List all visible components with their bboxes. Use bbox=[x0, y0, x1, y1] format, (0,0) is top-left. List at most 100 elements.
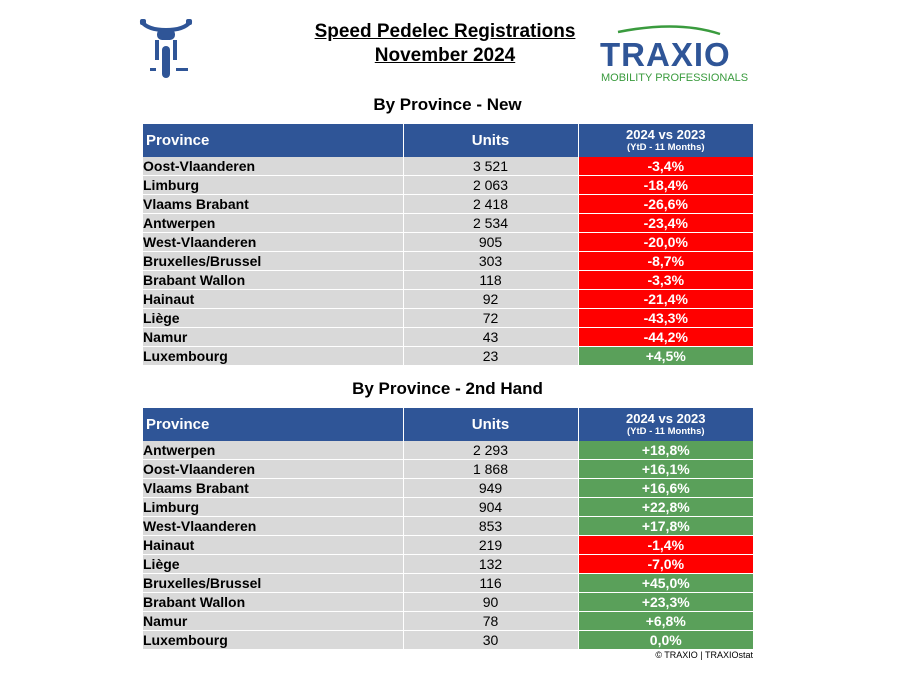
change-cell: -7,0% bbox=[578, 554, 753, 574]
table-row: Oost-Vlaanderen 3 521 -3,4% bbox=[143, 157, 753, 176]
table-row: Namur 43 -44,2% bbox=[143, 327, 753, 347]
units-cell: 132 bbox=[403, 554, 579, 574]
province-cell: Liège bbox=[143, 308, 404, 328]
units-cell: 2 418 bbox=[403, 194, 579, 214]
units-cell: 949 bbox=[403, 478, 579, 498]
change-cell: -43,3% bbox=[578, 308, 753, 328]
change-cell: 0,0% bbox=[578, 630, 753, 650]
table-row: Luxembourg 30 0,0% bbox=[143, 630, 753, 650]
col-header-change-sub: (YtD - 11 Months) bbox=[626, 141, 705, 153]
col-header-province: Province bbox=[143, 124, 404, 157]
province-cell: Oost-Vlaanderen bbox=[143, 459, 404, 479]
change-cell: -18,4% bbox=[578, 175, 753, 195]
change-cell: -8,7% bbox=[578, 251, 753, 271]
units-cell: 905 bbox=[403, 232, 579, 252]
table-row: Luxembourg 23 +4,5% bbox=[143, 346, 753, 366]
copyright-note: © TRAXIO | TRAXIOstat bbox=[655, 650, 753, 660]
units-cell: 90 bbox=[403, 592, 579, 612]
col-header-units: Units bbox=[403, 408, 579, 441]
table-row: Limburg 2 063 -18,4% bbox=[143, 175, 753, 195]
section-title-used: By Province - 2nd Hand bbox=[352, 379, 543, 398]
units-cell: 72 bbox=[403, 308, 579, 328]
table-row: Antwerpen 2 534 -23,4% bbox=[143, 213, 753, 233]
speed-pedelec-icon bbox=[138, 16, 194, 82]
col-header-province: Province bbox=[143, 408, 404, 441]
province-cell: Bruxelles/Brussel bbox=[143, 573, 404, 593]
change-cell: +4,5% bbox=[578, 346, 753, 366]
table-row: Brabant Wallon 90 +23,3% bbox=[143, 592, 753, 612]
change-cell: +18,8% bbox=[578, 441, 753, 460]
province-cell: Namur bbox=[143, 327, 404, 347]
units-cell: 3 521 bbox=[403, 157, 579, 176]
province-cell: Antwerpen bbox=[143, 441, 404, 460]
province-cell: Bruxelles/Brussel bbox=[143, 251, 404, 271]
province-cell: Vlaams Brabant bbox=[143, 478, 404, 498]
units-cell: 92 bbox=[403, 289, 579, 309]
col-header-units: Units bbox=[403, 124, 579, 157]
table-row: Oost-Vlaanderen 1 868 +16,1% bbox=[143, 459, 753, 479]
units-cell: 30 bbox=[403, 630, 579, 650]
table-row: Hainaut 219 -1,4% bbox=[143, 535, 753, 555]
col-header-change: 2024 vs 2023 (YtD - 11 Months) bbox=[578, 408, 753, 441]
units-cell: 2 063 bbox=[403, 175, 579, 195]
page-title: Speed Pedelec Registrations November 202… bbox=[285, 20, 605, 68]
change-cell: -20,0% bbox=[578, 232, 753, 252]
change-cell: +16,1% bbox=[578, 459, 753, 479]
col-header-change: 2024 vs 2023 (YtD - 11 Months) bbox=[578, 124, 753, 157]
change-cell: -21,4% bbox=[578, 289, 753, 309]
units-cell: 853 bbox=[403, 516, 579, 536]
table-row: Namur 78 +6,8% bbox=[143, 611, 753, 631]
table-row: West-Vlaanderen 905 -20,0% bbox=[143, 232, 753, 252]
units-cell: 118 bbox=[403, 270, 579, 290]
table-row: Antwerpen 2 293 +18,8% bbox=[143, 441, 753, 460]
change-cell: -44,2% bbox=[578, 327, 753, 347]
change-cell: -23,4% bbox=[578, 213, 753, 233]
table-row: Bruxelles/Brussel 303 -8,7% bbox=[143, 251, 753, 271]
province-cell: Limburg bbox=[143, 497, 404, 517]
units-cell: 116 bbox=[403, 573, 579, 593]
province-cell: West-Vlaanderen bbox=[143, 232, 404, 252]
province-cell: Antwerpen bbox=[143, 213, 404, 233]
col-header-change-label: 2024 vs 2023 bbox=[625, 126, 706, 142]
units-cell: 2 534 bbox=[403, 213, 579, 233]
units-cell: 904 bbox=[403, 497, 579, 517]
change-cell: -26,6% bbox=[578, 194, 753, 214]
change-cell: -1,4% bbox=[578, 535, 753, 555]
logo-tagline: MOBILITY PROFESSIONALS bbox=[601, 72, 748, 84]
change-cell: -3,3% bbox=[578, 270, 753, 290]
table-row: West-Vlaanderen 853 +17,8% bbox=[143, 516, 753, 536]
province-cell: West-Vlaanderen bbox=[143, 516, 404, 536]
units-cell: 2 293 bbox=[403, 441, 579, 460]
title-line-2: November 2024 bbox=[374, 45, 516, 66]
province-cell: Hainaut bbox=[143, 535, 404, 555]
traxio-logo: TRAXIO MOBILITY PROFESSIONALS bbox=[598, 24, 758, 86]
province-cell: Oost-Vlaanderen bbox=[143, 157, 404, 176]
table-row: Liège 72 -43,3% bbox=[143, 308, 753, 328]
province-cell: Brabant Wallon bbox=[143, 270, 404, 290]
table-row: Vlaams Brabant 949 +16,6% bbox=[143, 478, 753, 498]
units-cell: 219 bbox=[403, 535, 579, 555]
title-line-1: Speed Pedelec Registrations bbox=[314, 21, 576, 42]
change-cell: +16,6% bbox=[578, 478, 753, 498]
change-cell: -3,4% bbox=[578, 157, 753, 176]
province-cell: Luxembourg bbox=[143, 630, 404, 650]
units-cell: 23 bbox=[403, 346, 579, 366]
province-cell: Hainaut bbox=[143, 289, 404, 309]
table-row: Hainaut 92 -21,4% bbox=[143, 289, 753, 309]
used-registrations-table: Province Units 2024 vs 2023 (YtD - 11 Mo… bbox=[143, 408, 753, 650]
change-cell: +23,3% bbox=[578, 592, 753, 612]
province-cell: Vlaams Brabant bbox=[143, 194, 404, 214]
change-cell: +6,8% bbox=[578, 611, 753, 631]
logo-wordmark: TRAXIO bbox=[600, 36, 731, 73]
province-cell: Limburg bbox=[143, 175, 404, 195]
units-cell: 78 bbox=[403, 611, 579, 631]
table-row: Brabant Wallon 118 -3,3% bbox=[143, 270, 753, 290]
table-row: Limburg 904 +22,8% bbox=[143, 497, 753, 517]
units-cell: 43 bbox=[403, 327, 579, 347]
province-cell: Luxembourg bbox=[143, 346, 404, 366]
table-row: Bruxelles/Brussel 116 +45,0% bbox=[143, 573, 753, 593]
col-header-change-label: 2024 vs 2023 bbox=[625, 410, 706, 426]
units-cell: 303 bbox=[403, 251, 579, 271]
province-cell: Namur bbox=[143, 611, 404, 631]
change-cell: +45,0% bbox=[578, 573, 753, 593]
